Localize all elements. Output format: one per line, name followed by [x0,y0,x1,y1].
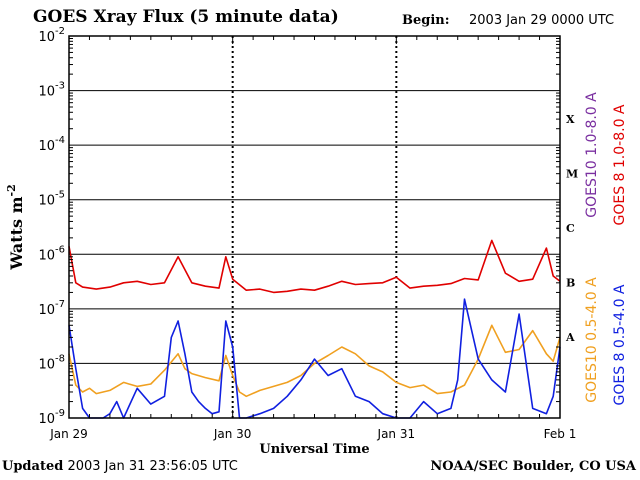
x-tick-label: Feb 1 [544,427,577,441]
y-tick-label: 10-3 [38,81,65,100]
legend-entry: GOES10 1.0-8.0 A [584,92,600,218]
legend-entry: GOES 8 1.0-8.0 A [612,104,628,225]
begin-value: 2003 Jan 29 0000 UTC [469,13,615,28]
y-tick-label: 10-4 [38,135,65,154]
y-tick-label: 10-8 [38,353,65,372]
flare-class-label: M [566,167,578,180]
legend-entry: GOES10 0.5-4.0 A [584,277,600,403]
flare-class-label: X [566,113,575,126]
x-tick-label: Jan 29 [49,427,88,441]
credit-text: NOAA/SEC Boulder, CO USA [430,459,636,474]
y-tick-label: 10-9 [38,408,65,427]
updated-line: Updated 2003 Jan 31 23:56:05 UTC [2,459,238,474]
legend-entry: GOES 8 0.5-4.0 A [612,284,628,405]
updated-value: 2003 Jan 31 23:56:05 UTC [67,459,238,474]
series-line-goes10-0-5-4-0-a [68,324,561,398]
begin-label: Begin: [402,13,450,28]
flare-class-label: B [566,277,575,290]
y-tick-label: 10-6 [38,244,65,263]
series-line-goes-8-0-5-4-0-a [68,298,561,419]
flare-class-label: C [566,222,575,235]
x-tick-label: Jan 31 [377,427,416,441]
series-line-goes-8-1-0-8-0-a [68,239,561,294]
updated-label: Updated [2,459,64,474]
y-axis-label: Watts m-2 [5,184,26,270]
y-tick-label: 10-7 [38,299,65,318]
flare-class-label: A [565,331,575,344]
x-tick-label: Jan 30 [213,427,252,441]
chart-title: GOES Xray Flux (5 minute data) [33,7,339,27]
y-tick-label: 10-5 [38,190,65,209]
x-axis-label: Universal Time [259,442,369,457]
plot-frame [68,35,561,419]
y-tick-label: 10-2 [38,26,65,45]
